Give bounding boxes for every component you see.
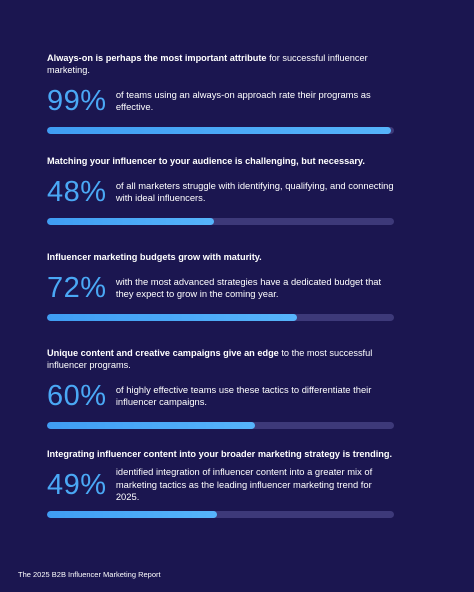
bar-track	[47, 511, 394, 518]
description: of highly effective teams use these tact…	[115, 383, 372, 408]
stat-item: Always-on is perhaps the most important …	[47, 52, 397, 134]
bar-fill	[47, 314, 297, 321]
stat-row: 49% identified integration of influencer …	[47, 466, 397, 503]
headline-bold: Integrating influencer content into your…	[47, 449, 393, 459]
percent: 48%	[47, 175, 107, 208]
percent: 60%	[47, 379, 107, 412]
bar-track	[47, 127, 394, 134]
percent: 49%	[47, 468, 107, 501]
stat-row: 99% of teams using an always-on approach …	[47, 85, 397, 117]
bar-fill	[47, 127, 391, 134]
headline-rest: for successful influencer marketing.	[47, 53, 368, 75]
stat-item: Integrating influencer content into your…	[47, 448, 397, 518]
stat-item: Matching your influencer to your audienc…	[47, 155, 397, 225]
headline: Matching your influencer to your audienc…	[47, 155, 397, 167]
description: identified integration of influencer con…	[115, 466, 373, 503]
stat-item: Unique content and creative campaigns gi…	[47, 347, 397, 429]
stat-row: 72% with the most advanced strategies hav…	[47, 272, 397, 304]
description: of teams using an always-on approach rat…	[115, 88, 371, 113]
bar-track	[47, 422, 394, 429]
headline: Influencer marketing budgets grow with m…	[47, 251, 397, 263]
headline: Unique content and creative campaigns gi…	[47, 347, 397, 371]
headline-bold: Always-on is perhaps the most important …	[47, 53, 267, 63]
stat-row: 60% of highly effective teams use these t…	[47, 380, 397, 412]
percent: 72%	[47, 271, 107, 304]
percent: 99%	[47, 84, 107, 117]
bar-fill	[47, 422, 256, 429]
headline-bold: Influencer marketing budgets grow with m…	[47, 252, 262, 262]
bar-track	[47, 218, 394, 225]
stat-row: 48% of all marketers struggle with identi…	[47, 176, 397, 208]
headline-bold: Unique content and creative campaigns gi…	[47, 348, 279, 358]
headline: Always-on is perhaps the most important …	[47, 52, 397, 76]
description: of all marketers struggle with identifyi…	[115, 179, 394, 204]
description: with the most advanced strategies have a…	[115, 275, 382, 300]
bar-fill	[47, 511, 218, 518]
headline: Integrating influencer content into your…	[47, 448, 397, 460]
headline-bold: Matching your influencer to your audienc…	[47, 156, 365, 166]
bar-track	[47, 314, 394, 321]
headline-rest: to the most successful influencer progra…	[47, 348, 373, 370]
bar-fill	[47, 218, 214, 225]
stat-item: Influencer marketing budgets grow with m…	[47, 251, 397, 321]
footer: The 2025 B2B Influencer Marketing Report	[18, 570, 161, 579]
